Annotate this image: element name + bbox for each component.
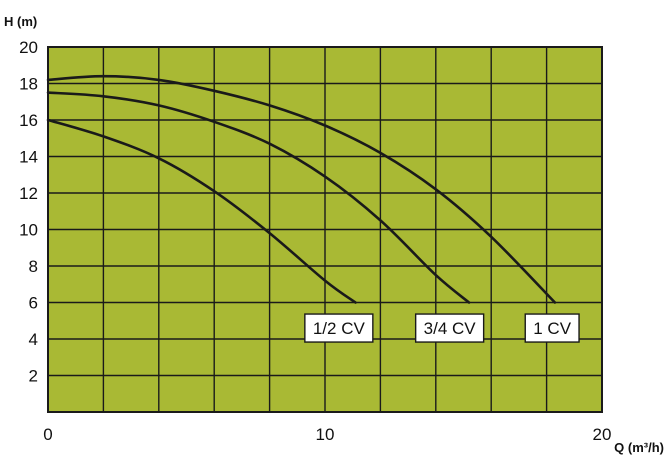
y-tick-label: 16 bbox=[19, 111, 38, 130]
y-tick-label: 14 bbox=[19, 148, 38, 167]
series-line-2 bbox=[46, 74, 557, 304]
y-tick-label: 8 bbox=[29, 257, 38, 276]
series-label-1: 3/4 CV bbox=[414, 313, 485, 343]
series-label-text: 3/4 CV bbox=[424, 319, 477, 338]
y-tick-label: 20 bbox=[19, 38, 38, 57]
series-labels: 1/2 CV 3/4 CV 1 CV bbox=[304, 313, 580, 343]
series-label-0: 1/2 CV bbox=[304, 313, 374, 343]
series-label-2: 1 CV bbox=[524, 313, 580, 343]
series-label-text: 1 CV bbox=[533, 319, 571, 338]
series-label-box bbox=[304, 313, 374, 343]
plot-frame bbox=[47, 46, 603, 413]
series-label-text: 1/2 CV bbox=[313, 319, 366, 338]
series-line-0 bbox=[46, 118, 357, 304]
y-tick-label: 12 bbox=[19, 184, 38, 203]
series-line-1 bbox=[46, 91, 471, 304]
y-tick-label: 10 bbox=[19, 221, 38, 240]
x-axis-label: Q (m³/h) bbox=[614, 440, 664, 455]
axes: 2 4 6 8 10 12 14 16 18 20 0 10 20 bbox=[19, 38, 611, 444]
y-axis-label: H (m) bbox=[4, 14, 37, 29]
y-tick-label: 6 bbox=[29, 294, 38, 313]
series-label-box bbox=[414, 313, 485, 343]
series-label-box bbox=[524, 313, 580, 343]
x-tick-label: 20 bbox=[593, 425, 612, 444]
x-tick-label: 0 bbox=[43, 425, 52, 444]
x-tick-label: 10 bbox=[316, 425, 335, 444]
y-tick-label: 2 bbox=[29, 367, 38, 386]
y-tick-label: 4 bbox=[29, 330, 38, 349]
y-tick-label: 18 bbox=[19, 75, 38, 94]
curves bbox=[46, 74, 557, 304]
grid bbox=[47, 46, 603, 413]
